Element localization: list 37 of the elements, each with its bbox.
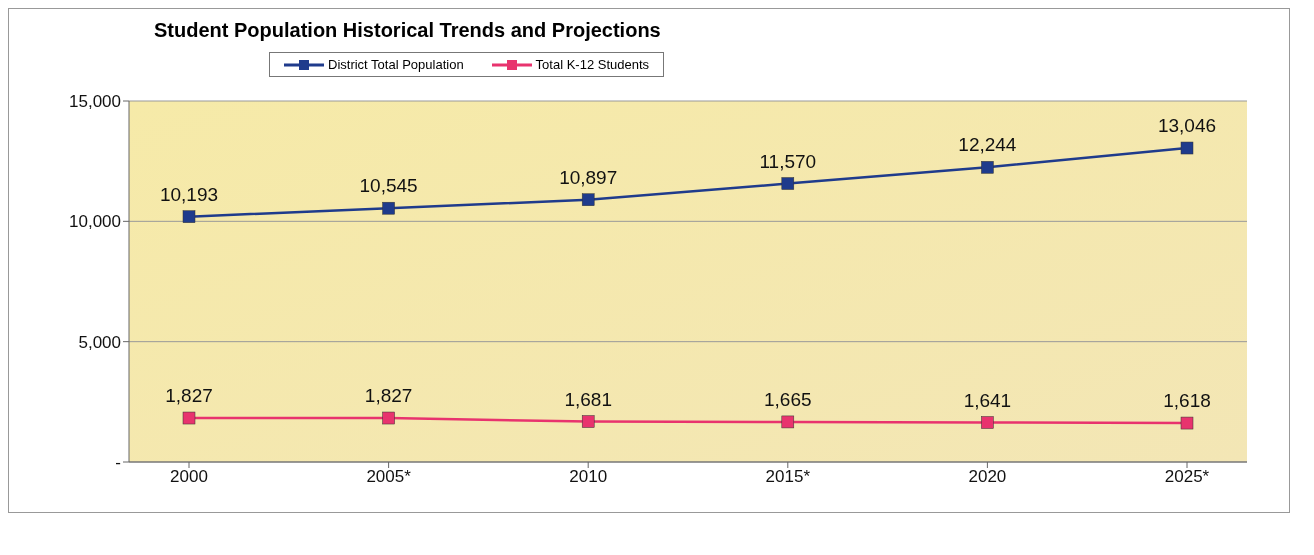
data-label: 13,046 <box>1157 115 1217 137</box>
y-tick-label: 5,000 <box>78 332 121 352</box>
x-tick-label: 2015* <box>765 467 811 487</box>
data-label: 1,681 <box>564 388 612 410</box>
point <box>382 411 395 425</box>
data-label: 1,641 <box>963 389 1012 411</box>
y-tick-label: 10,000 <box>69 212 121 232</box>
legend-label: District Total Population <box>327 57 464 72</box>
point <box>182 210 196 223</box>
x-tick-label: 2020 <box>968 467 1007 487</box>
data-label: 10,545 <box>359 175 418 197</box>
point <box>781 415 795 429</box>
legend-label: Total K-12 Students <box>534 57 650 72</box>
x-tick-label: 2000 <box>170 467 208 487</box>
data-label: 1,618 <box>1163 390 1211 412</box>
x-tick-label: 2005* <box>366 467 412 487</box>
point <box>1180 416 1194 430</box>
chart-title: Student Population Historical Trends and Projections <box>153 18 662 42</box>
x-tick-label: 2025* <box>1164 467 1210 487</box>
y-tick-label: 15,000 <box>69 92 121 112</box>
data-label: 1,827 <box>364 385 413 407</box>
point <box>382 201 395 215</box>
point <box>981 416 994 429</box>
data-label: 12,244 <box>958 134 1017 156</box>
point <box>981 161 994 174</box>
point <box>1180 141 1194 155</box>
point <box>581 193 595 206</box>
data-label: 10,897 <box>559 166 618 188</box>
x-tick-label: 2010 <box>569 467 608 487</box>
data-label: 10,193 <box>159 183 219 205</box>
y-tick-label: - <box>115 453 121 473</box>
point <box>781 177 795 190</box>
data-label: 1,827 <box>165 385 213 407</box>
point <box>581 415 595 428</box>
point <box>182 411 196 425</box>
data-label: 1,665 <box>764 388 812 410</box>
data-label: 11,570 <box>759 150 817 172</box>
